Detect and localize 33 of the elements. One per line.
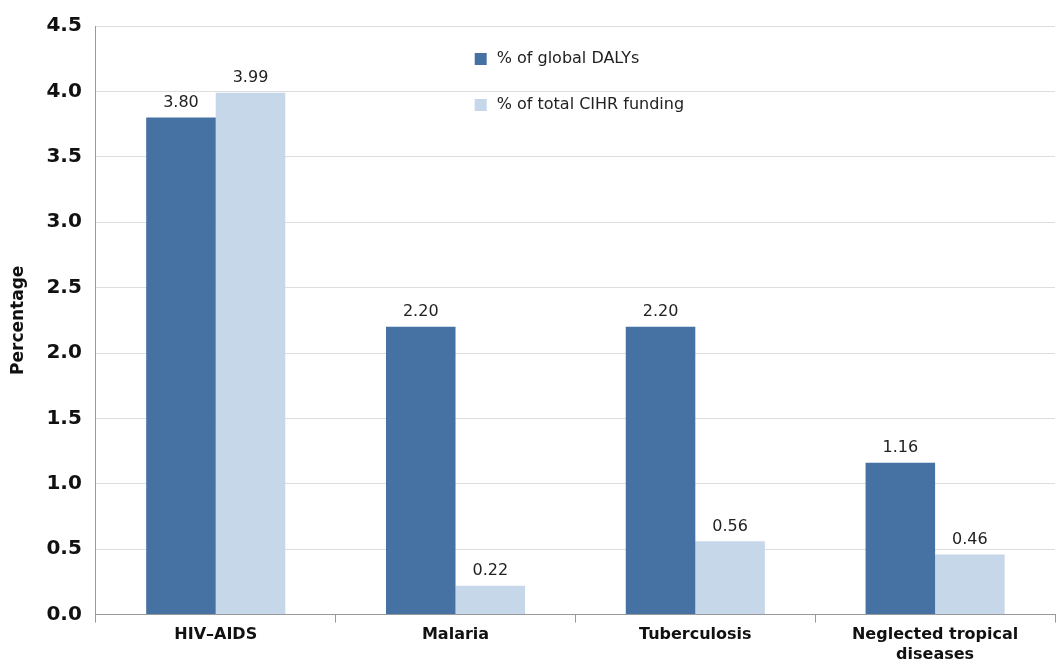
y-tick-label: 1.5 [46,404,82,429]
bar [865,462,936,615]
data-label: 3.99 [232,66,269,86]
data-label: 2.20 [642,301,679,320]
x-tick-label: Neglected tropical diseases [851,624,1019,663]
y-tick-label: 3.5 [46,143,82,167]
y-tick-label: 3.0 [46,208,82,233]
data-label: 0.46 [952,528,988,548]
y-tick-label: 4.5 [46,12,82,37]
legend-label: % of total CIHR funding [496,94,685,114]
x-tick-label: HIV–AIDS [174,624,258,644]
bar [215,92,286,615]
y-axis-title: Percentage [6,265,27,375]
bar [625,326,696,615]
x-tick-label: Malaria [421,624,490,644]
y-tick-label: 2.0 [46,339,82,364]
y-tick-label: 0.0 [46,600,82,625]
legend-label: % of global DALYs [496,48,640,68]
data-label: 0.56 [712,515,748,535]
bar [455,585,526,615]
y-tick-label: 2.5 [46,273,82,298]
x-tick-label: Tuberculosis [639,624,752,644]
data-label: 3.80 [163,91,199,111]
data-label: 0.22 [472,559,509,579]
y-tick-label: 1.0 [46,470,82,494]
data-label: 1.16 [882,437,919,457]
bar [695,541,765,615]
bar [935,554,1005,615]
y-tick-label: 0.5 [46,535,82,560]
data-label: 2.20 [402,301,439,320]
y-tick-label: 4.0 [46,77,82,102]
bar [385,326,456,615]
bar [146,117,216,615]
